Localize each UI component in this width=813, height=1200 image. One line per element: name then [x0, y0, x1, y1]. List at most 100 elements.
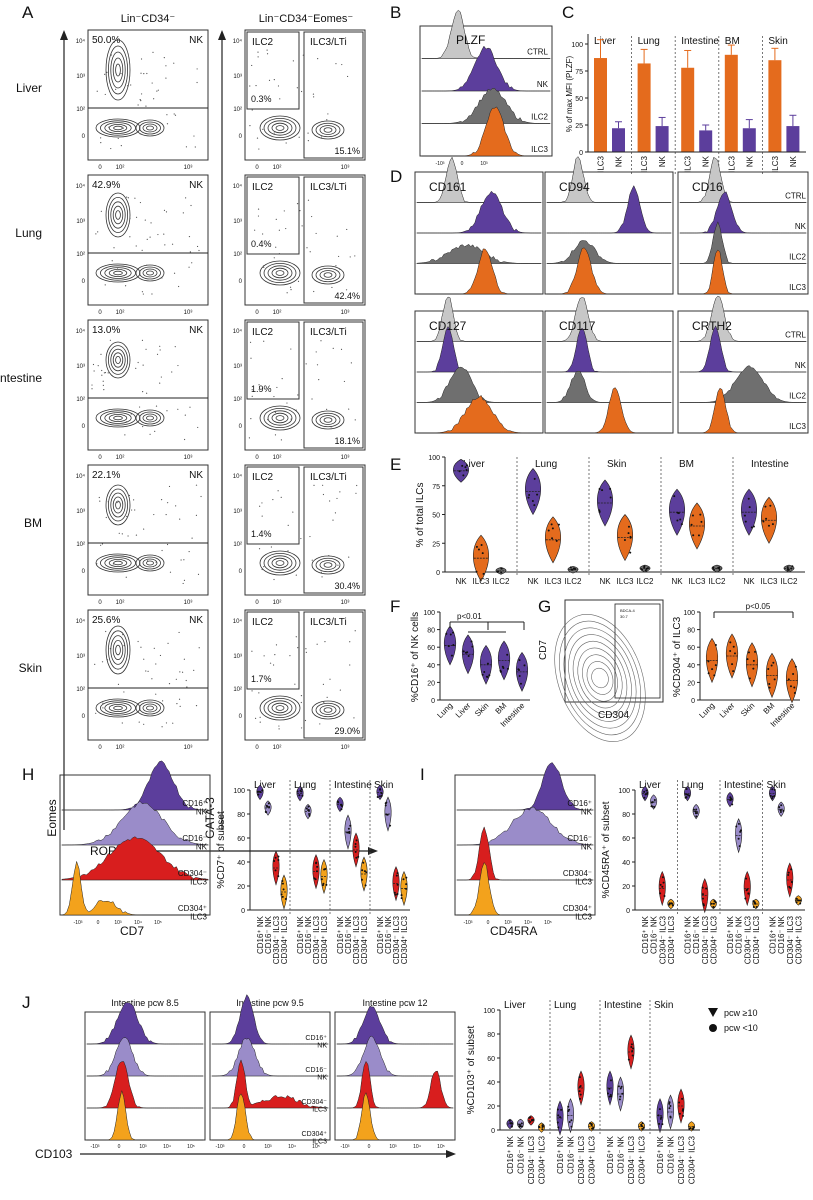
contour-ilc3: [323, 272, 333, 278]
panel-j-hist-row-label: ILC3: [312, 1106, 327, 1113]
dot: [144, 219, 146, 221]
panel-h-tissue: Liver: [254, 780, 276, 791]
contour-ilc: [275, 270, 285, 276]
panel-e-tissue: Skin: [607, 459, 626, 470]
panel-j-violin-point: [532, 1118, 535, 1121]
dot: [135, 534, 138, 536]
panel-g-contour: [568, 634, 632, 722]
contour-ilc3: [323, 417, 333, 423]
panel-i-histogram: [457, 762, 593, 811]
dot: [263, 340, 265, 342]
contour-ilc3: [311, 410, 345, 430]
panel-i-violin-point: [661, 885, 664, 888]
panel-i-row-label: CD16⁺: [567, 799, 592, 808]
dot: [270, 546, 273, 548]
dot: [350, 362, 352, 364]
flow-nk-ytick: 10²: [76, 107, 85, 113]
violin-f-point: [447, 645, 450, 648]
dot: [322, 484, 324, 486]
panel-i-violin-point: [670, 902, 673, 905]
gate-ilc3: [303, 321, 364, 449]
dot: [196, 81, 198, 84]
dot: [276, 386, 278, 389]
panel-g-contour: [563, 627, 637, 729]
panel-g-xlabel2: BM: [762, 701, 777, 716]
dot: [354, 419, 356, 421]
contour-neg: [95, 698, 141, 718]
dot: [140, 72, 142, 74]
panel-g-significance: p<0.05: [746, 602, 771, 611]
dot: [188, 266, 190, 268]
dot: [186, 686, 188, 688]
violin-e-point: [462, 474, 465, 477]
panel-c-tissue: Liver: [594, 36, 616, 47]
plzf-xtick: -10³: [436, 161, 445, 167]
dot: [266, 49, 268, 51]
panel-h-violin-point: [355, 856, 358, 859]
marker-title: CD16: [692, 180, 723, 194]
panel-h-row-label: CD304⁺: [178, 904, 207, 913]
contour-neg2: [139, 701, 161, 715]
marker-cd16-histogram: [680, 249, 806, 295]
flow-nk-ytick: 10²: [76, 542, 85, 548]
dot: [349, 641, 351, 643]
dot: [267, 418, 269, 421]
violin-e-point: [480, 543, 483, 546]
dot: [257, 208, 260, 210]
panel-j-xlabel: CD103: [35, 1147, 73, 1161]
axis-label-eomes: Eomes: [45, 799, 59, 836]
dot: [95, 712, 97, 714]
dot: [256, 137, 259, 139]
panel-h-xlabel: CD16⁺ NK: [256, 915, 265, 954]
panel-i-tissue: Liver: [639, 780, 661, 791]
dot: [259, 716, 261, 718]
dot: [101, 543, 104, 545]
panel-h-violin-point: [405, 883, 408, 886]
dot: [273, 578, 275, 581]
dot: [166, 502, 169, 504]
panel-g-flow-plot: [564, 599, 664, 703]
panel-i-violin-point: [735, 825, 738, 828]
dot: [146, 264, 148, 266]
dot: [121, 533, 123, 535]
violin-e-point: [764, 505, 767, 508]
flow-nk-ytick: 10⁴: [76, 473, 86, 480]
flow-plot-ilc: [244, 174, 366, 306]
dot: [269, 662, 272, 664]
panel-h-violin-point: [282, 888, 285, 891]
dot: [118, 532, 120, 534]
dot: [306, 247, 308, 249]
panel-i-violin-point: [659, 883, 662, 886]
violin-g-point: [746, 658, 749, 661]
violin-e-point: [574, 567, 577, 570]
bar-ilc3: [681, 67, 695, 152]
dot: [153, 98, 155, 100]
violin-e-point: [769, 504, 772, 507]
violin-g-point: [729, 649, 732, 652]
bar-ilc3: [724, 54, 738, 152]
panel-i-xlabel: CD16⁻ NK: [777, 915, 786, 954]
violin-g-point: [793, 692, 796, 695]
dot: [179, 705, 181, 707]
plzf-row-label: NK: [537, 80, 549, 89]
panel-j-hist-histogram: [212, 1093, 328, 1141]
violin-e-point: [712, 568, 715, 571]
panel-h-violin-point: [314, 878, 317, 881]
panel-i-violin-point: [643, 796, 646, 799]
violin-e-point: [569, 566, 572, 569]
panel-h-violin-point: [396, 883, 399, 886]
dot: [163, 209, 166, 212]
dot: [116, 501, 118, 504]
flow-ilc-ytick: 10⁴: [233, 618, 243, 625]
flow-plot-nk: [87, 174, 209, 306]
dot: [337, 255, 340, 258]
panel-j-tick-label: 80: [487, 1032, 495, 1039]
panel-c-tissue: Skin: [768, 36, 787, 47]
contour-neg2: [139, 266, 161, 280]
panel-g-contour: [586, 661, 614, 695]
violin-e-point: [646, 567, 649, 570]
panel-e-tissue: Lung: [535, 459, 557, 470]
dot: [191, 537, 193, 539]
panel-i-violin-point: [671, 904, 674, 907]
violin-f-point: [523, 664, 526, 667]
